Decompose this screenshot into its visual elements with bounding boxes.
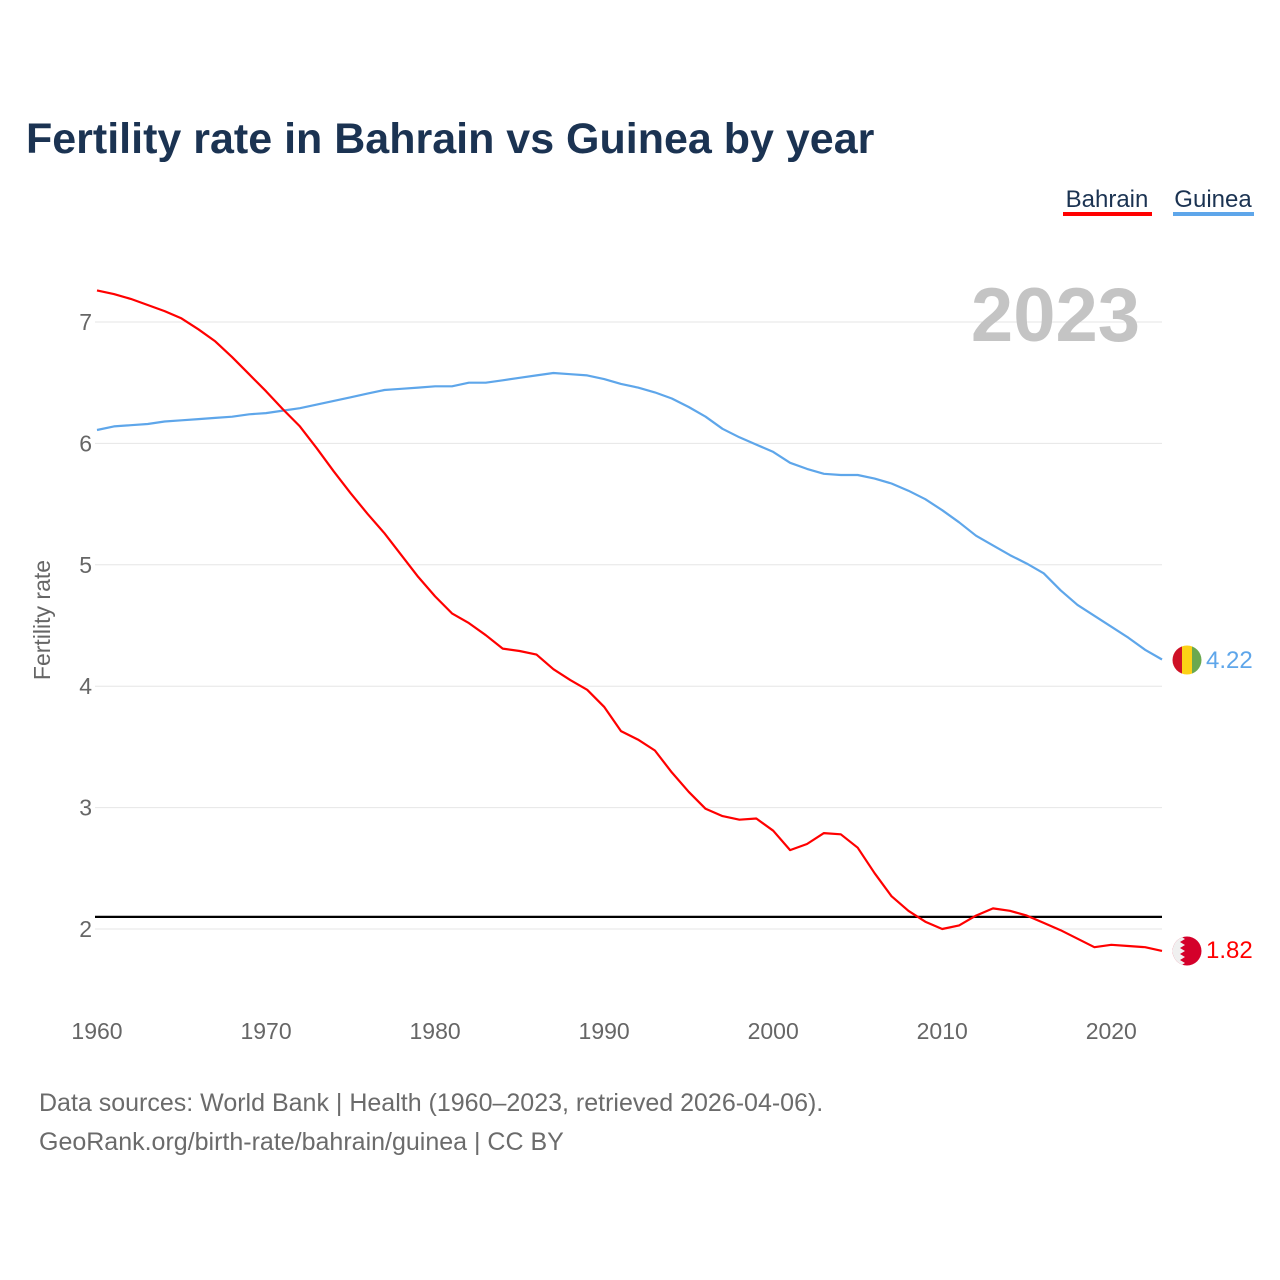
legend-swatch-bahrain — [1063, 212, 1152, 216]
x-axis: 1960 1970 1980 1990 2000 2010 2020 — [71, 1018, 1136, 1044]
x-tick-label: 2010 — [917, 1018, 968, 1044]
y-axis: 2 3 4 5 6 7 — [79, 309, 92, 942]
series-group — [96, 289, 1163, 952]
x-tick-label: 2000 — [748, 1018, 799, 1044]
chart-title: Fertility rate in Bahrain vs Guinea by y… — [26, 115, 875, 163]
y-tick-label: 3 — [79, 795, 92, 821]
legend-label-bahrain[interactable]: Bahrain — [1066, 186, 1149, 213]
end-value-guinea: 4.22 — [1206, 647, 1253, 674]
legend-label-guinea[interactable]: Guinea — [1174, 186, 1252, 213]
x-tick-label: 1960 — [71, 1018, 122, 1044]
grid — [95, 321, 1162, 930]
y-tick-label: 4 — [79, 673, 92, 699]
x-tick-label: 1990 — [579, 1018, 630, 1044]
legend-item-guinea[interactable]: Guinea — [1173, 186, 1254, 216]
y-tick-label: 2 — [79, 916, 92, 942]
footer-credit: GeoRank.org/birth-rate/bahrain/guinea | … — [39, 1128, 564, 1156]
y-tick-label: 7 — [79, 309, 92, 335]
y-axis-label: Fertility rate — [29, 560, 55, 680]
x-tick-label: 1980 — [410, 1018, 461, 1044]
flag-guinea-icon — [1172, 645, 1202, 675]
series-line-guinea — [96, 371, 1163, 661]
y-tick-label: 5 — [79, 552, 92, 578]
legend-item-bahrain[interactable]: Bahrain — [1063, 186, 1152, 216]
x-tick-label: 1970 — [240, 1018, 291, 1044]
end-value-bahrain: 1.82 — [1206, 937, 1253, 964]
footer-sources: Data sources: World Bank | Health (1960–… — [39, 1089, 823, 1117]
series-line-bahrain — [96, 289, 1163, 952]
flag-bahrain-icon — [1172, 936, 1202, 966]
legend-swatch-guinea — [1173, 212, 1254, 216]
year-label: 2023 — [971, 273, 1140, 358]
x-tick-label: 2020 — [1086, 1018, 1137, 1044]
y-tick-label: 6 — [79, 430, 92, 456]
legend: Bahrain Guinea — [1063, 186, 1254, 216]
